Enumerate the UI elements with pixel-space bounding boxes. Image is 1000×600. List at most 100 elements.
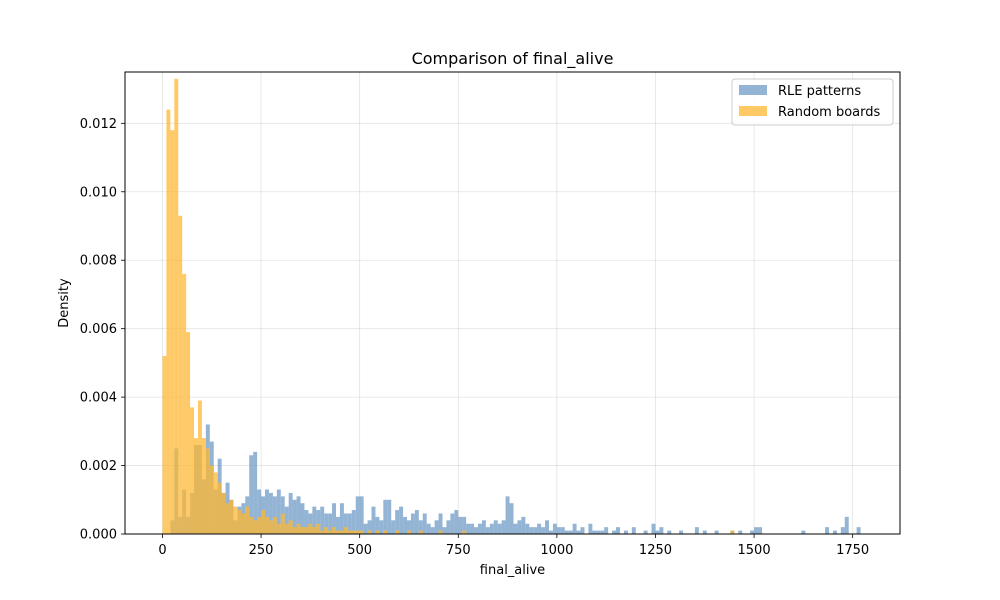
histogram-bar (241, 513, 246, 534)
histogram-bar (750, 530, 755, 534)
histogram-bar (336, 516, 340, 534)
histogram-bar (568, 530, 573, 534)
histogram-bar (454, 510, 459, 534)
histogram-bar (509, 503, 514, 534)
histogram-bar (391, 520, 396, 534)
y-tick-label: 0.004 (80, 391, 117, 406)
histogram-bar (324, 513, 329, 534)
histogram-bar (272, 496, 277, 534)
histogram-bar (233, 506, 238, 534)
histogram-bar (265, 516, 269, 534)
histogram-bar (572, 523, 577, 534)
histogram-bar (328, 530, 333, 534)
bars-layer (162, 78, 861, 535)
histogram-bar (754, 527, 759, 534)
legend: RLE patterns Random boards (731, 78, 894, 126)
histogram-bar (225, 503, 230, 534)
histogram-bar (387, 499, 392, 534)
histogram-bar (403, 516, 407, 534)
histogram-bar (533, 527, 538, 534)
histogram-bar (450, 513, 455, 534)
histogram-bar (174, 78, 179, 534)
histogram-bar (588, 523, 593, 534)
histogram-bar (730, 530, 735, 534)
histogram-bar (257, 516, 262, 534)
histogram-bar (489, 523, 494, 534)
histogram-bar (359, 496, 364, 534)
histogram-bar (320, 530, 325, 534)
histogram-bar (738, 530, 743, 534)
histogram-bar (545, 520, 549, 534)
histogram-bar (280, 513, 285, 534)
histogram-bar (825, 527, 830, 534)
histogram-bar (316, 523, 321, 534)
legend-label-random-boards: Random boards (778, 105, 880, 120)
histogram-bar (312, 527, 317, 534)
histogram-bar (497, 523, 502, 534)
histogram-bar (422, 513, 427, 534)
histogram-bar (667, 530, 672, 534)
histogram-bar (324, 527, 329, 534)
histogram-bar (430, 527, 435, 534)
x-tick-label: 1500 (738, 543, 771, 558)
histogram-bar (470, 523, 475, 534)
histogram-bar (537, 523, 542, 534)
histogram-bar (552, 523, 557, 534)
histogram-bar (249, 516, 254, 534)
x-tick-label: 750 (446, 543, 471, 558)
histogram-bar (197, 400, 202, 534)
histogram-bar (659, 527, 664, 534)
histogram-bar (596, 530, 601, 534)
histogram-bar (501, 520, 506, 534)
histogram-bar (276, 523, 281, 534)
histogram-bar (466, 523, 471, 534)
histogram-bar (284, 506, 289, 534)
histogram-bar (485, 527, 490, 534)
histogram-bar (272, 516, 277, 534)
histogram-bar (655, 530, 660, 534)
histogram-bar (410, 513, 415, 534)
histogram-bar (300, 503, 305, 534)
histogram-bar (343, 513, 348, 534)
histogram-bar (359, 530, 364, 534)
histogram-bar (446, 520, 451, 534)
legend-box (731, 78, 894, 126)
x-tick-label: 1250 (639, 543, 672, 558)
histogram-bar (438, 530, 443, 534)
histogram-bar (268, 520, 273, 534)
histogram-bar (201, 438, 206, 534)
histogram-bar (253, 520, 258, 534)
x-tick-label: 1000 (540, 543, 573, 558)
histogram-bar (265, 489, 269, 534)
y-axis-label: Density (57, 278, 72, 328)
histogram-bar (702, 530, 707, 534)
histogram-bar (316, 510, 321, 534)
histogram-bar (714, 530, 719, 534)
histogram-bar (399, 506, 404, 534)
histogram-bar (332, 527, 337, 534)
legend-label-rle-patterns: RLE patterns (778, 84, 861, 99)
histogram-bar (205, 448, 210, 534)
y-tick-label: 0.006 (80, 322, 117, 337)
histogram-bar (217, 482, 222, 534)
histogram-bar (576, 530, 581, 534)
histogram-bar (395, 530, 400, 534)
histogram-bar (375, 516, 380, 534)
histogram-bar (406, 530, 411, 534)
histogram-bar (623, 530, 628, 534)
histogram-bar (529, 527, 534, 534)
x-tick-label: 500 (347, 543, 372, 558)
histogram-bar (292, 499, 297, 534)
histogram-bar (367, 520, 372, 534)
series-random-boards (162, 78, 735, 535)
histogram-bar (268, 492, 273, 534)
histogram-bar (604, 527, 609, 534)
chart-title: Comparison of final_alive (412, 49, 614, 69)
histogram-bar (178, 215, 183, 534)
axis-ticks: 0 250 500 750 1000 1250 1500 1750 0.000 0.002 0.00… (80, 117, 869, 558)
histogram-bar (548, 530, 553, 534)
histogram-bar (194, 438, 198, 534)
histogram-bar (304, 527, 309, 534)
histogram-bar (288, 520, 293, 534)
